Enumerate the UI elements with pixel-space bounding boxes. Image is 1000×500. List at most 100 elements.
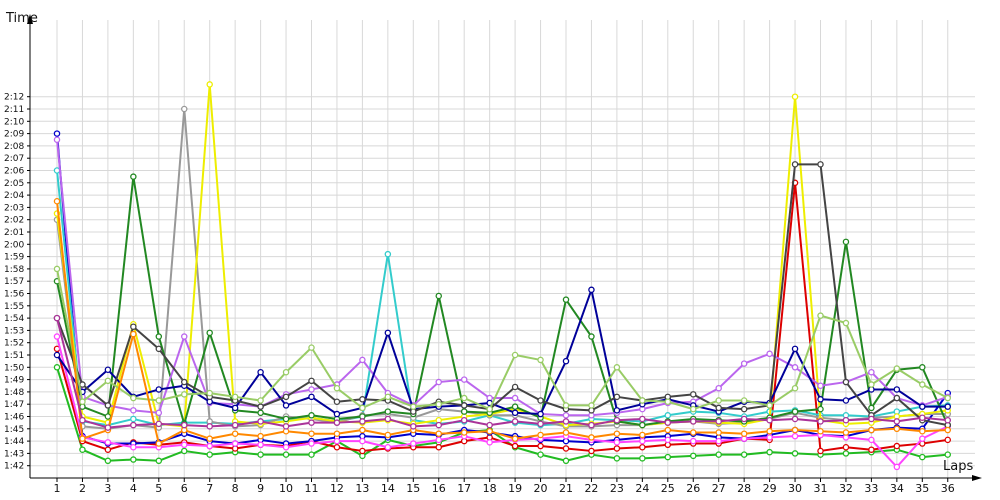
data-point [562,412,570,419]
data-point [868,404,875,412]
data-point [511,383,519,391]
y-tick-label: 2:04 [4,191,24,201]
x-tick-label: 32 [839,482,853,495]
data-point [944,416,952,424]
data-point [944,394,952,402]
y-tick-label: 2:08 [4,142,24,152]
x-axis-arrow [972,475,982,481]
data-point [130,407,137,414]
data-point [740,405,748,413]
data-point [944,403,952,410]
data-point [308,440,315,447]
data-point [435,378,442,386]
y-tick-label: 2:03 [4,203,24,213]
data-point [53,333,61,340]
data-point [588,434,595,441]
y-tick-label: 1:55 [4,302,24,312]
data-point [155,333,163,340]
x-tick-labels: 1 2 3 4 5 6 7 8 9 10 11 12 13 14 15 16 17 18 19 20 21 22 23 24 2… [54,478,955,495]
series-layer [53,81,952,471]
data-point [231,404,239,412]
data-point [613,455,621,462]
data-point [53,136,61,143]
data-point [791,161,799,168]
data-point [511,442,519,450]
x-tick-label: 30 [788,482,802,495]
data-point [893,365,901,372]
data-point [919,453,926,461]
data-point [817,382,824,389]
data-point [766,428,773,435]
data-point [231,430,239,437]
data-point [53,314,61,322]
x-tick-label: 5 [155,482,162,495]
data-point [104,413,112,420]
y-tick-label: 1:51 [4,351,24,361]
y-axis-title: Time [5,11,38,26]
data-point [613,416,621,424]
data-point [791,364,799,371]
data-point [715,384,722,392]
y-tick-label: 2:07 [4,154,24,164]
data-point [53,130,61,137]
y-tick-label: 2:11 [4,105,24,115]
y-tick-label: 1:43 [4,449,24,459]
x-tick-label: 20 [534,482,548,495]
data-point [664,453,672,461]
x-tick-label: 10 [279,482,293,495]
data-point [639,421,646,429]
y-tick-label: 1:48 [4,388,24,398]
data-point [257,368,264,376]
data-point [257,403,264,410]
data-point [842,443,850,451]
x-tick-label: 12 [330,482,344,495]
data-point [384,408,392,415]
data-point [359,426,366,434]
data-point [435,430,442,437]
x-tick-label: 1 [54,482,61,495]
data-point [868,415,875,423]
data-point [333,443,341,451]
data-point [664,398,672,405]
data-point [562,296,570,303]
data-point [460,376,468,383]
data-point [664,436,672,444]
data-point [817,418,824,425]
x-tick-label: 24 [635,482,649,495]
data-point [639,415,646,423]
data-point [766,350,773,358]
data-point [817,312,824,319]
data-point [740,397,748,404]
y-tick-label: 1:44 [4,437,24,447]
data-point [486,421,493,429]
data-point [715,397,722,404]
data-point [817,161,824,168]
data-point [511,351,519,359]
data-point [104,457,112,465]
data-point [791,408,799,415]
data-point [944,451,952,458]
x-tick-label: 31 [814,482,828,495]
y-tick-label: 2:12 [4,93,24,103]
data-point [537,451,544,458]
data-point [435,443,442,451]
data-point [155,386,163,393]
data-point [537,420,544,428]
data-point [257,397,264,404]
data-point [155,420,163,428]
data-point [639,443,646,451]
data-point [690,418,697,425]
data-point [842,319,850,327]
data-point [919,403,926,410]
data-point [384,393,392,401]
y-tick-label: 2:06 [4,167,24,177]
y-tick-label: 2:01 [4,228,24,238]
data-point [511,409,519,417]
data-point [180,421,188,429]
data-point [130,443,137,451]
data-point [690,405,697,413]
data-point [715,429,722,436]
data-point [308,386,315,393]
data-point [690,452,697,460]
data-point [715,451,722,458]
